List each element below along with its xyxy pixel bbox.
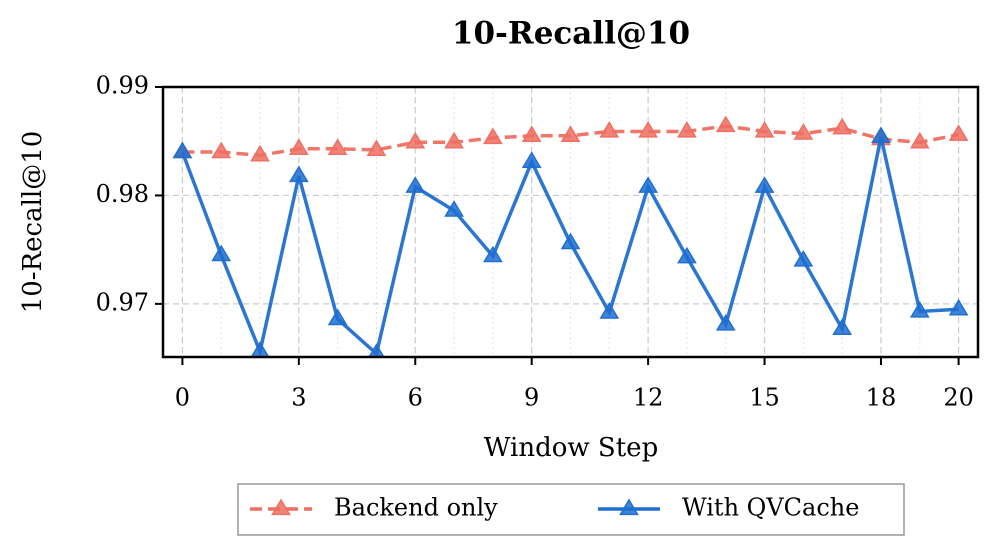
- y-tick-label: 0.98: [96, 180, 149, 208]
- x-tick-label: 0: [175, 384, 190, 412]
- x-tick-label: 3: [291, 384, 306, 412]
- x-tick-label: 6: [408, 384, 423, 412]
- x-tick-label: 12: [633, 384, 664, 412]
- marker: [250, 144, 270, 162]
- legend-box: [237, 483, 905, 536]
- marker: [948, 298, 969, 316]
- legend-marker: [271, 498, 291, 516]
- marker: [327, 308, 348, 326]
- marker: [250, 341, 270, 357]
- marker: [560, 125, 581, 142]
- y-tick-label: 0.97: [96, 288, 149, 316]
- x-axis-label: Window Step: [484, 433, 658, 463]
- marker: [521, 125, 542, 142]
- marker: [211, 244, 232, 262]
- marker: [444, 200, 464, 217]
- marker: [368, 343, 385, 357]
- marker: [638, 120, 658, 138]
- marker: [715, 314, 736, 331]
- legend-label: Backend only: [334, 494, 498, 522]
- marker: [948, 124, 969, 141]
- y-axis-label: 10-Recall@10: [18, 131, 48, 314]
- y-tick-label: 0.99: [96, 72, 149, 100]
- chart-title: 10-Recall@10: [452, 16, 690, 52]
- marker: [366, 139, 387, 157]
- marker: [288, 165, 309, 183]
- marker: [754, 176, 775, 193]
- marker: [172, 141, 193, 159]
- marker: [405, 131, 426, 149]
- marker: [560, 232, 581, 250]
- marker: [754, 120, 775, 138]
- legend-marker: [619, 498, 639, 516]
- marker: [677, 120, 697, 138]
- marker: [405, 176, 426, 193]
- marker: [599, 120, 620, 138]
- marker: [211, 141, 232, 159]
- marker: [327, 138, 348, 155]
- marker: [871, 126, 891, 144]
- marker: [909, 300, 930, 318]
- marker: [793, 250, 814, 267]
- marker: [521, 151, 542, 168]
- marker: [715, 115, 736, 133]
- marker: [483, 245, 503, 263]
- plot-frame: [161, 85, 980, 359]
- marker: [638, 176, 658, 193]
- marker: [599, 302, 620, 319]
- x-tick-label: 15: [749, 384, 780, 412]
- x-tick-label: 18: [866, 384, 897, 412]
- marker: [793, 123, 814, 140]
- x-tick-label: 9: [524, 384, 539, 412]
- legend-label: With QVCache: [682, 494, 859, 522]
- marker: [677, 246, 697, 264]
- marker: [909, 131, 930, 149]
- marker: [832, 318, 853, 335]
- marker: [288, 138, 309, 155]
- marker: [483, 127, 503, 145]
- x-tick-label: 20: [943, 384, 974, 412]
- marker: [444, 131, 464, 149]
- marker: [832, 117, 853, 135]
